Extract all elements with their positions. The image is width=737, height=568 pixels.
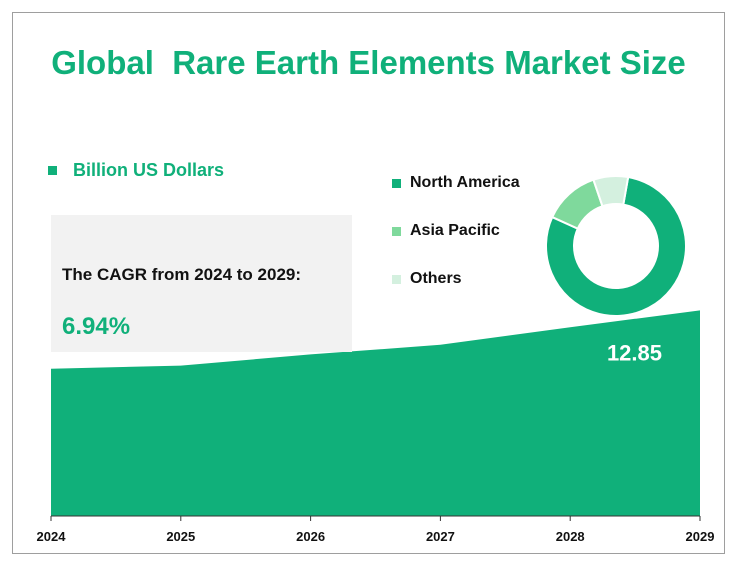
x-tick-label: 2026	[296, 529, 325, 544]
legend-label-north-america: North America	[410, 174, 520, 191]
area-series	[51, 310, 700, 516]
cagr-label: The CAGR from 2024 to 2029:	[62, 265, 302, 284]
legend-label-asia-pacific: Asia Pacific	[410, 222, 500, 239]
unit-legend-swatch	[48, 166, 57, 175]
data-label: 12.85	[607, 340, 662, 365]
legend-swatch-others	[392, 274, 401, 284]
donut-chart	[545, 175, 687, 317]
legend-item-north-america: North America	[392, 174, 520, 192]
chart-title: Global Rare Earth Elements Market Size	[51, 44, 686, 81]
x-tick-label: 2027	[426, 529, 455, 544]
unit-legend-label: Billion US Dollars	[73, 160, 225, 180]
legend-item-asia-pacific: Asia Pacific	[392, 222, 500, 240]
donut-slice-others	[592, 175, 630, 208]
unit-legend: Billion US Dollars	[48, 160, 224, 181]
legend-label-others: Others	[410, 270, 462, 287]
legend-swatch-asia-pacific	[392, 226, 401, 236]
x-tick-label: 2028	[556, 529, 585, 544]
x-tick-label: 2025	[166, 529, 195, 544]
legend-swatch-north-america	[392, 178, 401, 188]
x-tick-label: 2029	[686, 529, 715, 544]
legend-item-others: Others	[392, 270, 462, 288]
cagr-value: 6.94%	[62, 313, 131, 340]
chart-frame	[12, 12, 725, 554]
x-tick-label: 2024	[37, 529, 67, 544]
donut-slice-north-america	[545, 175, 687, 317]
cagr-box: The CAGR from 2024 to 2029: 6.94%	[51, 215, 352, 352]
